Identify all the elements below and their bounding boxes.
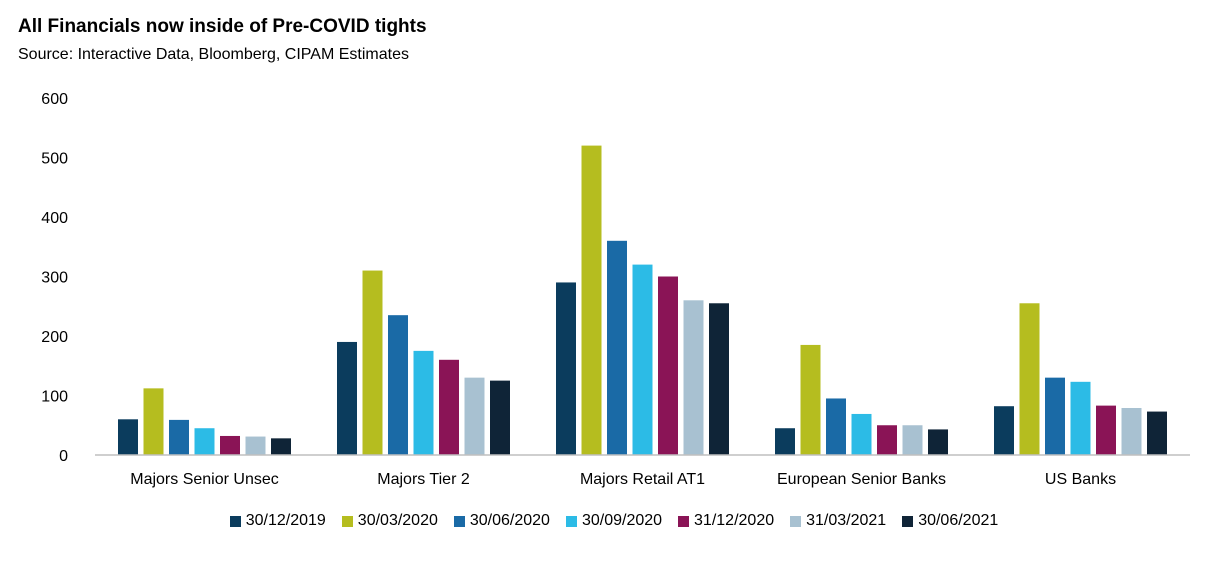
legend-item: 30/03/2020	[341, 512, 438, 530]
y-tick-label: 500	[41, 151, 68, 168]
chart-title: All Financials now inside of Pre-COVID t…	[18, 16, 427, 37]
bar	[556, 282, 576, 455]
legend-swatch	[453, 515, 465, 527]
y-tick-label: 100	[41, 389, 68, 406]
legend-item: 30/12/2019	[229, 512, 326, 530]
legend-item: 30/06/2020	[453, 512, 550, 530]
bar	[464, 377, 485, 455]
bar	[337, 341, 357, 455]
bar	[439, 359, 459, 455]
bar-series	[118, 145, 1167, 455]
bar	[220, 435, 240, 455]
x-axis: Majors Senior Unsec Majors Tier 2 Majors R…	[130, 471, 1116, 488]
bar	[877, 425, 897, 455]
legend-swatch	[790, 515, 802, 527]
bar	[826, 398, 846, 455]
legend: 30/12/2019 30/03/2020 30/06/2020 30/09/2020…	[0, 512, 1228, 530]
bar	[245, 436, 266, 455]
bar	[658, 276, 678, 455]
bar	[362, 270, 383, 455]
bar	[607, 240, 627, 455]
y-tick-label: 200	[41, 329, 68, 346]
legend-item: 30/09/2020	[565, 512, 663, 530]
bar	[413, 350, 434, 455]
legend-label: 30/06/2020	[469, 512, 550, 529]
legend-item: 30/06/2021	[902, 512, 998, 530]
y-tick-label: 400	[41, 210, 68, 227]
bar	[994, 406, 1014, 455]
legend-label: 31/03/2021	[806, 512, 887, 529]
bar	[581, 145, 602, 455]
bar	[709, 303, 729, 455]
legend-swatch	[565, 515, 577, 527]
bar	[118, 419, 138, 455]
chart-subtitle: Source: Interactive Data, Bloomberg, CIP…	[18, 46, 409, 63]
bar	[143, 388, 164, 455]
bar	[632, 264, 653, 455]
legend-swatch	[341, 515, 353, 527]
y-tick-label: 300	[41, 270, 68, 287]
legend-swatch	[902, 515, 914, 527]
legend-swatch	[678, 515, 690, 527]
bar	[169, 419, 189, 455]
bar	[902, 425, 923, 455]
legend-label: 30/03/2020	[357, 512, 438, 529]
bar	[683, 300, 704, 455]
bar	[271, 438, 291, 455]
bar	[775, 428, 795, 455]
legend-label: 30/06/2021	[918, 512, 999, 529]
legend-label: 30/12/2019	[245, 512, 326, 529]
x-category-label: US Banks	[1045, 471, 1116, 488]
y-tick-label: 0	[59, 448, 68, 465]
y-tick-label: 600	[41, 91, 68, 108]
legend-item: 31/12/2020	[678, 512, 774, 530]
bar	[490, 380, 510, 455]
legend-swatch	[229, 515, 241, 527]
x-category-label: Majors Senior Unsec	[130, 471, 279, 488]
x-category-label: European Senior Banks	[777, 471, 946, 488]
bar	[800, 344, 821, 455]
bar	[928, 429, 948, 455]
bar	[194, 428, 215, 455]
bar	[851, 413, 872, 455]
legend-item: 31/03/2021	[790, 512, 886, 530]
y-axis: 0 100 200 300 400 500 600	[41, 91, 68, 465]
bar	[1070, 381, 1091, 455]
bar	[1019, 303, 1040, 455]
legend-label: 31/12/2020	[694, 512, 775, 529]
bar	[1045, 377, 1065, 455]
x-category-label: Majors Retail AT1	[580, 471, 705, 488]
legend-label: 30/09/2020	[581, 512, 663, 529]
bar	[1096, 405, 1116, 455]
x-category-label: Majors Tier 2	[377, 471, 470, 488]
bar	[388, 315, 408, 455]
bar	[1121, 407, 1142, 455]
bar	[1147, 411, 1167, 455]
